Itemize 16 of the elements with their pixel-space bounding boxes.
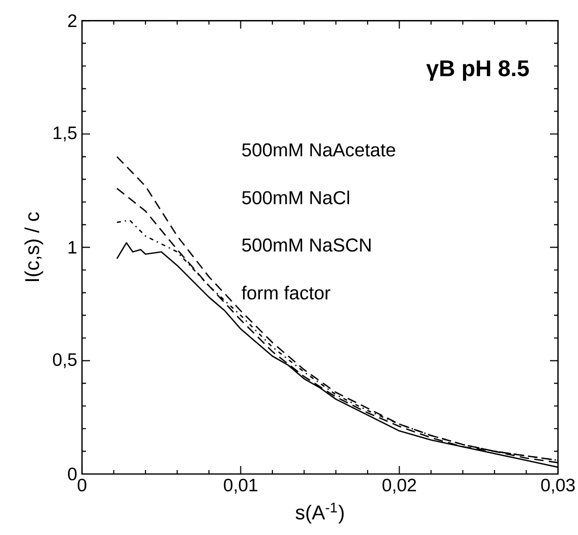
x-axis-title: s(A$^{-1}$) [296,502,344,524]
x-tick-label: 0 [78,478,86,492]
y-tick-label: 1,5 [54,126,77,142]
y-tick-label: 0,5 [52,353,77,368]
x-tick-label: 0,03 [541,478,575,494]
annotation: 500mM NaCl [242,190,350,204]
x-tick-label: 0,02 [382,478,416,494]
annotation: 500mM NaSCN [242,238,371,252]
annotation: form factor [242,286,330,300]
y-tick-label: 1 [68,241,76,254]
y-tick-label: 2 [68,14,76,27]
y-tick-label: 0 [68,468,77,480]
x-tick-label: 0,01 [224,478,258,494]
annotation: 500mM NaAcetate [242,143,396,156]
text: γB pH 8.5 [426,60,529,81]
y-axis-title: I(c,s) / c [24,212,44,282]
